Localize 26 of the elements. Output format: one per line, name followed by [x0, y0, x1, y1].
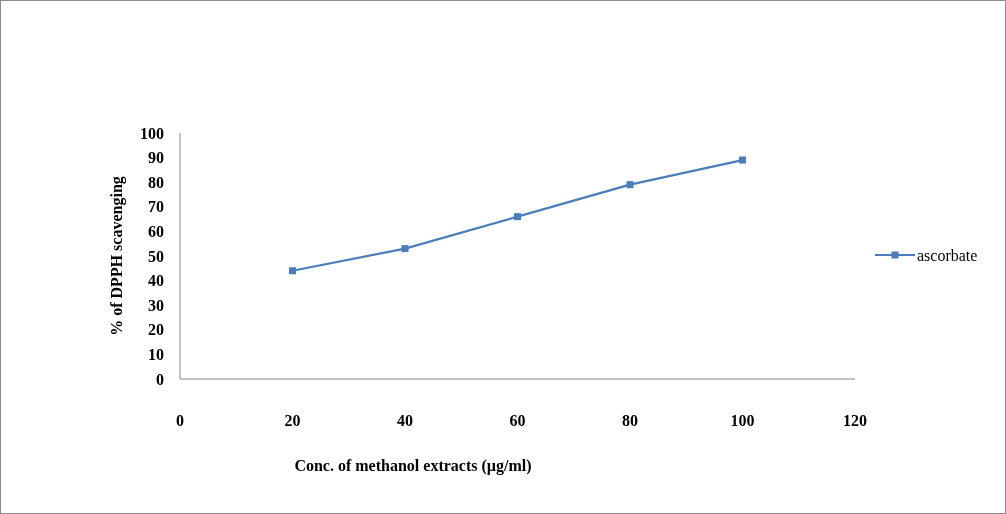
y-tick-label: 80 [148, 173, 164, 191]
y-axis-title: % of DPPH scavenging [108, 176, 126, 336]
y-tick-label: 30 [148, 296, 164, 314]
y-tick-label: 40 [148, 272, 164, 290]
x-tick-label: 80 [622, 412, 638, 429]
x-tick-label: 120 [843, 412, 867, 429]
x-tick-label: 40 [397, 412, 413, 429]
point [739, 156, 746, 164]
y-tick-label: 20 [148, 321, 164, 339]
y-tick-label: 90 [148, 149, 164, 167]
point [401, 245, 409, 253]
point [514, 213, 521, 221]
y-tick-label: 70 [148, 198, 164, 216]
y-tick-label: 0 [156, 370, 164, 388]
point [626, 181, 634, 189]
y-tick-label: 50 [148, 247, 164, 265]
x-axis-title: Conc. of methanol extracts (µg/ml) [294, 457, 532, 475]
point [289, 267, 296, 275]
x-tick-label: 60 [509, 412, 526, 429]
x-tick-label: 100 [730, 412, 755, 429]
y-tick-label: 60 [148, 223, 164, 240]
x-tick-label: 0 [176, 412, 184, 429]
legend-label: ascorbate [917, 246, 978, 264]
y-tick-label: 100 [140, 124, 164, 142]
y-tick-label: 10 [148, 346, 164, 363]
x-tick-label: 20 [284, 412, 301, 429]
